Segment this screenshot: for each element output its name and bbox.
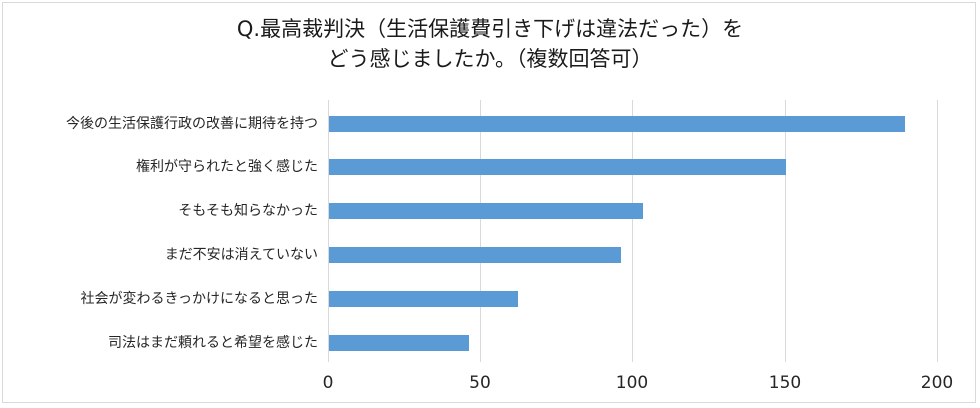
x-tick-label: 150 [768, 373, 802, 393]
x-tick-label: 0 [322, 373, 334, 393]
category-label: 社会が変わるきっかけになると思った [80, 291, 318, 307]
category-label: 司法はまだ頼れると希望を感じた [108, 335, 318, 351]
chart-title-line-1: Q.最高裁判決（生活保護費引き下げは違法だった）を [236, 17, 744, 41]
bar [329, 159, 786, 175]
bar [329, 291, 518, 307]
category-label: 今後の生活保護行政の改善に期待を持つ [66, 116, 318, 132]
chart-title-line-2: どう感じましたか。（複数回答可） [327, 47, 653, 71]
gridline-100 [632, 100, 633, 362]
bar [329, 116, 905, 132]
gridline-200 [937, 100, 938, 362]
x-tick-label: 50 [469, 373, 491, 393]
gridline-50 [480, 100, 481, 362]
category-label: まだ不安は消えていない [164, 247, 318, 263]
y-axis-line [328, 100, 329, 362]
bar [329, 203, 643, 219]
bar [329, 247, 622, 263]
x-tick-label: 200 [920, 373, 954, 393]
gridline-150 [785, 100, 786, 362]
chart-frame [2, 2, 976, 403]
chart-title: Q.最高裁判決（生活保護費引き下げは違法だった）を どう感じましたか。（複数回答… [0, 14, 980, 74]
bar [329, 335, 470, 351]
category-label: そもそも知らなかった [178, 203, 318, 219]
category-label: 権利が守られたと強く感じた [136, 159, 318, 175]
x-tick-label: 100 [615, 373, 649, 393]
plot-area [328, 100, 938, 362]
